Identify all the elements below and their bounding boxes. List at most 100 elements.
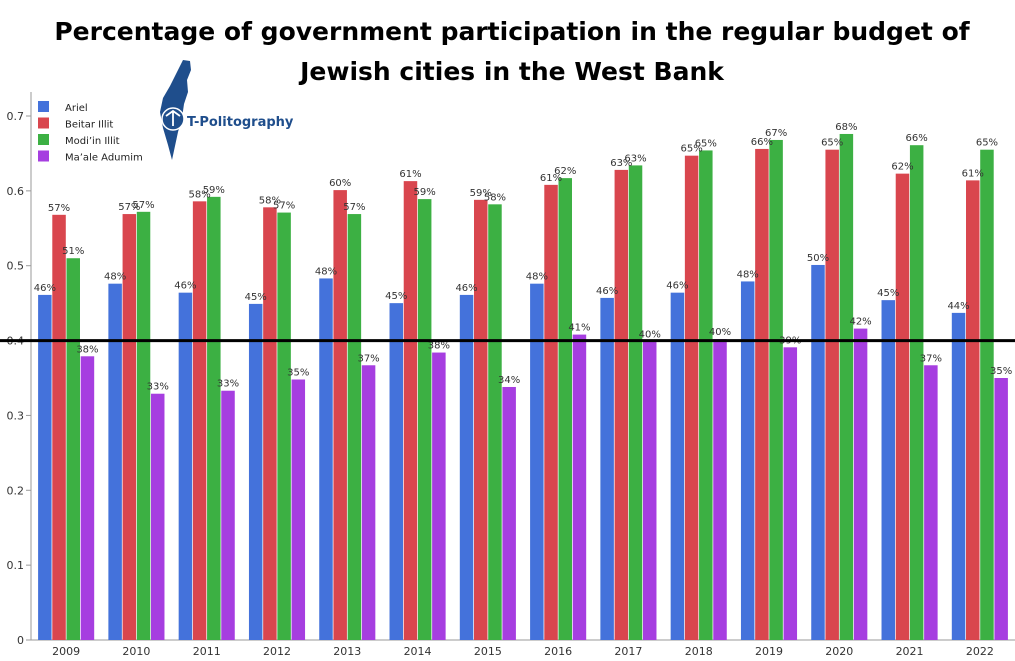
bar bbox=[881, 300, 896, 640]
bar bbox=[192, 201, 207, 640]
data-label: 46% bbox=[666, 281, 688, 292]
bar bbox=[361, 365, 376, 640]
data-label: 44% bbox=[947, 301, 969, 312]
x-tick-label: 2009 bbox=[52, 645, 80, 658]
legend-swatch bbox=[38, 150, 49, 162]
legend-swatch bbox=[38, 134, 49, 145]
bar bbox=[769, 139, 783, 640]
x-tick-label: 2016 bbox=[544, 645, 572, 658]
data-label: 57% bbox=[273, 201, 295, 212]
bar bbox=[136, 211, 151, 640]
legend-label: Ma’ale Adumim bbox=[65, 153, 143, 164]
data-label: 40% bbox=[639, 329, 661, 340]
data-label: 35% bbox=[287, 367, 309, 378]
bar bbox=[319, 278, 333, 640]
y-tick-label: 0.1 bbox=[7, 559, 25, 572]
bar bbox=[80, 356, 95, 640]
data-label: 46% bbox=[34, 283, 56, 294]
brand-logo: T-Politography bbox=[160, 60, 294, 160]
data-label: 38% bbox=[428, 341, 450, 352]
bar bbox=[389, 303, 404, 640]
x-tick-label: 2014 bbox=[404, 645, 432, 658]
data-label: 67% bbox=[765, 128, 787, 139]
data-label: 35% bbox=[990, 366, 1012, 377]
data-label: 65% bbox=[976, 138, 998, 149]
bar bbox=[951, 312, 966, 640]
data-label: 57% bbox=[118, 202, 140, 213]
data-label: 58% bbox=[188, 189, 210, 200]
bar bbox=[108, 283, 122, 640]
bar bbox=[488, 204, 502, 640]
data-label: 58% bbox=[259, 195, 281, 206]
bar bbox=[291, 379, 306, 640]
bar bbox=[783, 347, 798, 640]
bar bbox=[966, 180, 980, 640]
x-tick-label: 2015 bbox=[474, 645, 502, 658]
bar bbox=[207, 196, 221, 641]
y-tick-label: 0 bbox=[17, 634, 24, 647]
bar bbox=[684, 155, 699, 640]
data-label: 57% bbox=[343, 202, 365, 213]
data-label: 57% bbox=[48, 203, 70, 214]
bar bbox=[221, 390, 235, 640]
bar bbox=[740, 281, 755, 640]
data-label: 59% bbox=[203, 185, 225, 196]
data-label: 48% bbox=[315, 266, 337, 277]
y-tick-label: 0.7 bbox=[7, 110, 25, 123]
data-label: 66% bbox=[751, 137, 773, 148]
data-label: 62% bbox=[891, 162, 913, 173]
data-labels: 46% 48% 46% 45% 48% 45% 46% 48% 46% 46% 48% 50% 45% 4… bbox=[34, 122, 1013, 393]
chart-title-line-1: Percentage of government participation i… bbox=[54, 17, 970, 46]
data-label: 38% bbox=[76, 344, 98, 355]
bar bbox=[895, 173, 910, 640]
bar bbox=[66, 258, 80, 640]
legend-swatch bbox=[38, 101, 49, 112]
bar bbox=[150, 393, 165, 640]
logo-badge-glyph-icon bbox=[165, 109, 181, 126]
data-label: 48% bbox=[526, 272, 548, 283]
data-label: 68% bbox=[835, 122, 857, 133]
bar bbox=[347, 214, 362, 640]
data-label: 45% bbox=[385, 291, 407, 302]
data-label: 65% bbox=[695, 138, 717, 149]
x-tick-label: 2020 bbox=[825, 645, 853, 658]
data-label: 66% bbox=[906, 133, 928, 144]
data-label: 33% bbox=[217, 379, 239, 390]
bar bbox=[432, 352, 446, 640]
y-tick-label: 0.2 bbox=[7, 484, 25, 497]
data-label: 45% bbox=[877, 288, 899, 299]
legend-swatch bbox=[38, 117, 49, 129]
bar bbox=[52, 214, 66, 640]
data-label: 46% bbox=[596, 286, 618, 297]
bar bbox=[825, 149, 839, 640]
data-label: 59% bbox=[470, 188, 492, 199]
data-label: 60% bbox=[329, 178, 351, 189]
data-label: 61% bbox=[540, 173, 562, 184]
bar bbox=[122, 214, 137, 640]
legend-label: Beitar Illit bbox=[65, 120, 113, 131]
data-label: 59% bbox=[414, 187, 436, 198]
legend-label: Modi’in Illit bbox=[65, 136, 120, 147]
data-label: 48% bbox=[737, 269, 759, 280]
bar bbox=[417, 199, 432, 640]
bar bbox=[502, 386, 516, 640]
y-tick-label: 0.5 bbox=[7, 260, 25, 273]
bar bbox=[263, 207, 277, 640]
data-label: 46% bbox=[455, 283, 477, 294]
data-label: 37% bbox=[920, 353, 942, 364]
bar bbox=[628, 165, 643, 641]
data-label: 63% bbox=[624, 153, 646, 164]
bar bbox=[248, 303, 263, 640]
data-label: 34% bbox=[498, 375, 520, 386]
bar bbox=[403, 181, 418, 640]
bar bbox=[600, 297, 614, 640]
data-label: 33% bbox=[147, 382, 169, 393]
bar bbox=[853, 328, 868, 640]
x-tick-label: 2010 bbox=[122, 645, 150, 658]
bar bbox=[558, 178, 572, 641]
bar bbox=[614, 169, 629, 640]
x-tick-label: 2011 bbox=[193, 645, 221, 658]
data-label: 41% bbox=[568, 323, 590, 334]
legend: Ariel Beitar Illit Modi’in Illit Ma’ale Adu… bbox=[38, 101, 143, 164]
y-tick-label: 0.3 bbox=[7, 409, 25, 422]
